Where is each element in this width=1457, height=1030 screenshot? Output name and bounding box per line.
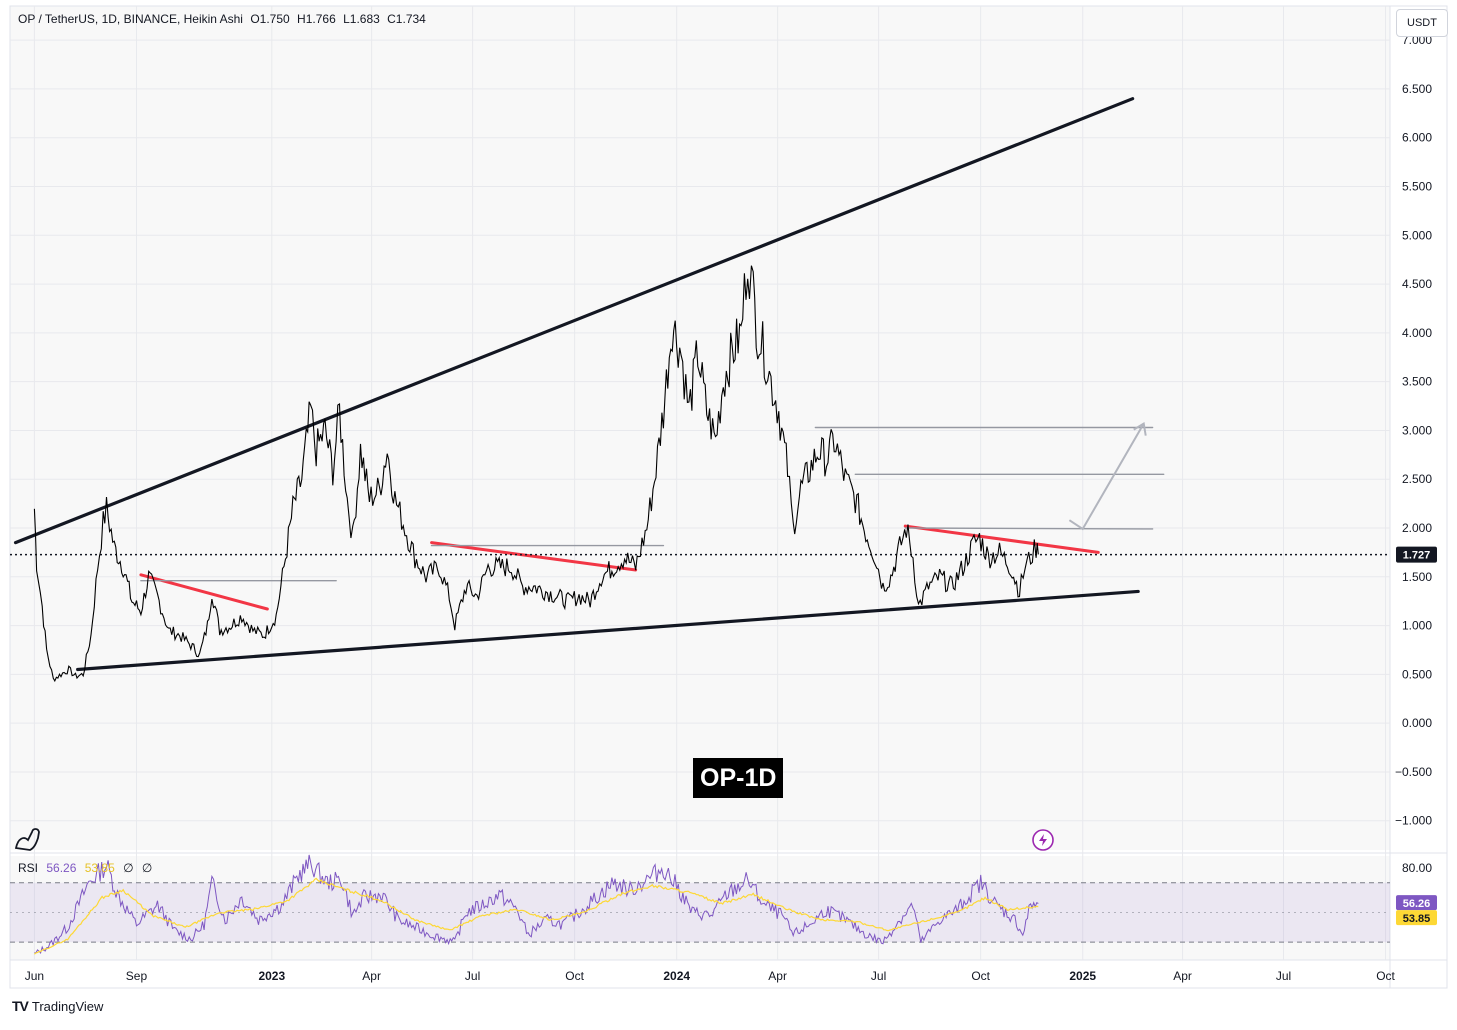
tradingview-logo-icon: TV — [12, 998, 29, 1014]
last-price-label: 1.727 — [1403, 550, 1431, 562]
x-tick-label: Jul — [871, 969, 886, 983]
main-pane-bg — [10, 6, 1390, 850]
trendline-black[interactable] — [13, 97, 1135, 545]
y-tick-label: 6.500 — [1402, 82, 1432, 96]
x-tick-label: Oct — [565, 969, 584, 983]
price-layer — [33, 265, 1039, 683]
badges: 1.727 56.26 53.85 — [1396, 546, 1437, 926]
rsi-ma-badge — [1396, 910, 1437, 926]
x-tick-label: 2025 — [1069, 969, 1096, 983]
ohlc-close: C1.734 — [387, 12, 426, 26]
x-tick-label: Apr — [1173, 969, 1192, 983]
y-tick-label: 0.500 — [1402, 667, 1432, 681]
y-tick-label: 5.500 — [1402, 180, 1432, 194]
y-tick-label: 1.000 — [1402, 619, 1432, 633]
x-tick-label: Jun — [25, 969, 44, 983]
rsi-extra-2: ∅ — [141, 861, 153, 875]
y-tick-label: 4.500 — [1402, 277, 1432, 291]
y-tick-label: 2.000 — [1402, 521, 1432, 535]
y-tick-label: 3.500 — [1402, 375, 1432, 389]
projection-arrowhead — [1133, 421, 1147, 436]
currency-button[interactable]: USDT — [1396, 9, 1448, 37]
x-tick-label: Apr — [362, 969, 381, 983]
rsi-line[interactable] — [34, 854, 1039, 955]
ohlc-high: H1.766 — [297, 12, 336, 26]
x-tick-label: 2024 — [663, 969, 690, 983]
price-series-line[interactable] — [33, 265, 1039, 683]
rsi-layer — [10, 854, 1390, 955]
lightning-icon[interactable] — [1032, 829, 1054, 851]
y-tick-label: 3.000 — [1402, 423, 1432, 437]
rsi-value: 56.26 — [46, 861, 77, 875]
drawings — [10, 97, 1390, 672]
axis-labels: 7.0006.5006.0005.5005.0004.5004.0003.500… — [25, 33, 1433, 983]
tradingview-brand[interactable]: TV TradingView — [12, 998, 103, 1014]
y-tick-label: 4.000 — [1402, 326, 1432, 340]
rsi-ma-label: 53.85 — [1403, 913, 1431, 925]
rsi-ma-line[interactable] — [34, 877, 1039, 955]
chart-frame — [9, 5, 1448, 989]
trendline-black[interactable] — [76, 589, 1140, 672]
ohlc-low: L1.683 — [343, 12, 380, 26]
y-tick-label: 0.000 — [1402, 716, 1432, 730]
rsi-tick-label: 80.00 — [1402, 861, 1432, 875]
level-line-grey[interactable] — [904, 527, 1154, 530]
y-tick-label: 2.500 — [1402, 472, 1432, 486]
x-tick-label: Jul — [465, 969, 480, 983]
x-tick-label: Oct — [971, 969, 990, 983]
last-price-badge — [1396, 546, 1437, 563]
trendline-red[interactable] — [903, 524, 1100, 554]
brand-name: TradingView — [31, 998, 104, 1014]
trendline-red[interactable] — [430, 541, 638, 572]
x-tick-label: Apr — [768, 969, 787, 983]
y-tick-label: −1.000 — [1395, 814, 1432, 828]
op-1d-annotation[interactable]: OP-1D — [693, 758, 784, 798]
rsi-legend[interactable]: RSI 56.26 53.85 ∅ ∅ — [18, 861, 157, 875]
rsi-extra-1: ∅ — [123, 861, 134, 875]
y-tick-label: 6.000 — [1402, 131, 1432, 145]
ohlc-open: O1.750 — [250, 12, 290, 26]
symbol-legend[interactable]: OP / TetherUS, 1D, BINANCE, Heikin Ashi … — [18, 12, 430, 26]
x-tick-label: Sep — [126, 969, 148, 983]
rsi-value-label: 56.26 — [1403, 898, 1431, 910]
y-tick-label: −0.500 — [1395, 765, 1432, 779]
dino-logo-icon — [14, 828, 40, 851]
y-tick-label: 1.500 — [1402, 570, 1432, 584]
y-tick-label: 5.000 — [1402, 228, 1432, 242]
projection-arrow[interactable] — [1068, 423, 1145, 531]
symbol-title: OP / TetherUS, 1D, BINANCE, Heikin Ashi — [18, 12, 243, 26]
x-tick-label: Jul — [1276, 969, 1291, 983]
rsi-name: RSI — [18, 861, 39, 875]
x-tick-label: 2023 — [258, 969, 285, 983]
x-tick-label: Oct — [1376, 969, 1395, 983]
rsi-value-badge — [1396, 895, 1437, 911]
rsi-ma-value: 53.85 — [84, 861, 115, 875]
